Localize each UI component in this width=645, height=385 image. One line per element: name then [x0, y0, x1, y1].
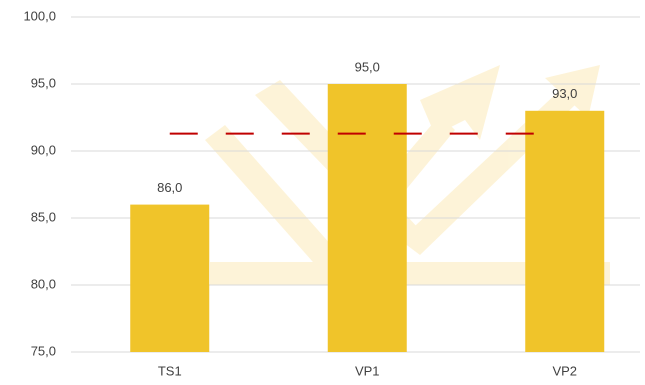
value-label: 95,0 [355, 59, 380, 74]
x-tick-label: TS1 [158, 363, 182, 378]
y-tick-label: 90,0 [31, 142, 56, 157]
x-tick-label: VP2 [552, 363, 577, 378]
bar [327, 84, 407, 352]
y-tick-label: 100,0 [23, 8, 56, 23]
y-tick-label: 80,0 [31, 276, 56, 291]
value-label: 93,0 [552, 86, 577, 101]
bar [130, 204, 210, 352]
y-tick-label: 85,0 [31, 209, 56, 224]
x-tick-label: VP1 [355, 363, 380, 378]
value-label: 86,0 [157, 180, 182, 195]
y-tick-label: 95,0 [31, 75, 56, 90]
bar [525, 110, 605, 352]
y-tick-label: 75,0 [31, 343, 56, 358]
